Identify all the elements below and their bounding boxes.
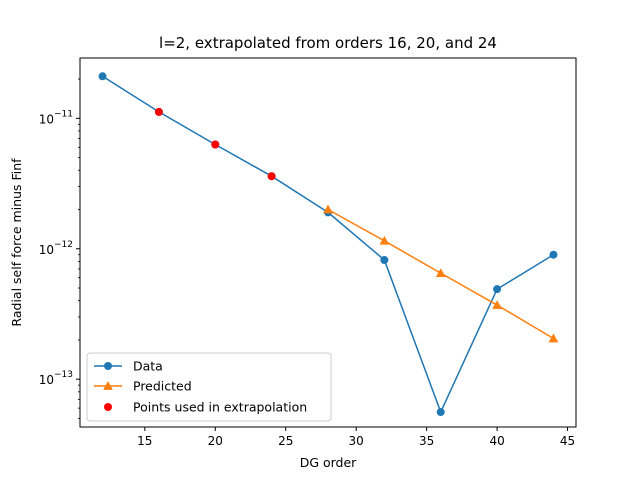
x-tick-label: 25 [278, 434, 293, 448]
legend-label: Points used in extrapolation [133, 400, 307, 415]
series-layer [98, 72, 559, 417]
legend-entry-points-used-in-extrapolation: Points used in extrapolation [104, 400, 307, 415]
data-point-predicted [548, 333, 559, 343]
chart-title: l=2, extrapolated from orders 16, 20, an… [159, 34, 497, 52]
y-tick-label: 10−12 [39, 240, 73, 257]
legend-marker [104, 403, 112, 411]
data-point-data [98, 72, 107, 81]
data-point-predicted [492, 300, 503, 309]
data-point-points-used-in-extrapolation [154, 107, 163, 116]
x-axis: 15 20 25 30 35 40 45 [137, 427, 575, 448]
x-tick-label: 20 [208, 434, 223, 448]
y-axis-label: Radial self force minus Finf [9, 158, 24, 327]
legend-marker [104, 362, 112, 370]
x-tick-label: 30 [349, 434, 364, 448]
x-tick-label: 15 [137, 434, 152, 448]
legend-marker [103, 380, 113, 390]
plot-area [79, 57, 577, 428]
legend-box [86, 352, 332, 422]
legend: Data Predicted Points used in extrapolatio… [86, 352, 332, 422]
data-point-points-used-in-extrapolation [267, 172, 276, 181]
legend-label: Data [133, 359, 163, 374]
data-point-predicted [435, 268, 446, 278]
series-predicted [323, 204, 559, 343]
x-tick-label: 40 [489, 434, 504, 448]
y-axis: 10−11 10−12 10−13 [39, 78, 80, 419]
legend-entry-predicted: Predicted [94, 379, 192, 394]
data-point-data [436, 408, 445, 417]
data-point-data [493, 285, 502, 294]
data-point-points-used-in-extrapolation [211, 140, 220, 149]
y-tick-label: 10−13 [39, 370, 73, 387]
x-axis-label: DG order [300, 455, 357, 470]
legend-label: Predicted [133, 379, 192, 394]
data-point-data [380, 255, 389, 264]
legend-entry-data: Data [94, 359, 163, 374]
x-tick-label: 35 [419, 434, 434, 448]
data-point-data [549, 250, 558, 259]
series-points-used-in-extrapolation [154, 107, 276, 181]
x-tick-label: 45 [560, 434, 575, 448]
data-point-predicted [379, 235, 390, 245]
y-tick-label: 10−11 [39, 109, 73, 126]
data-point-predicted [323, 204, 333, 214]
